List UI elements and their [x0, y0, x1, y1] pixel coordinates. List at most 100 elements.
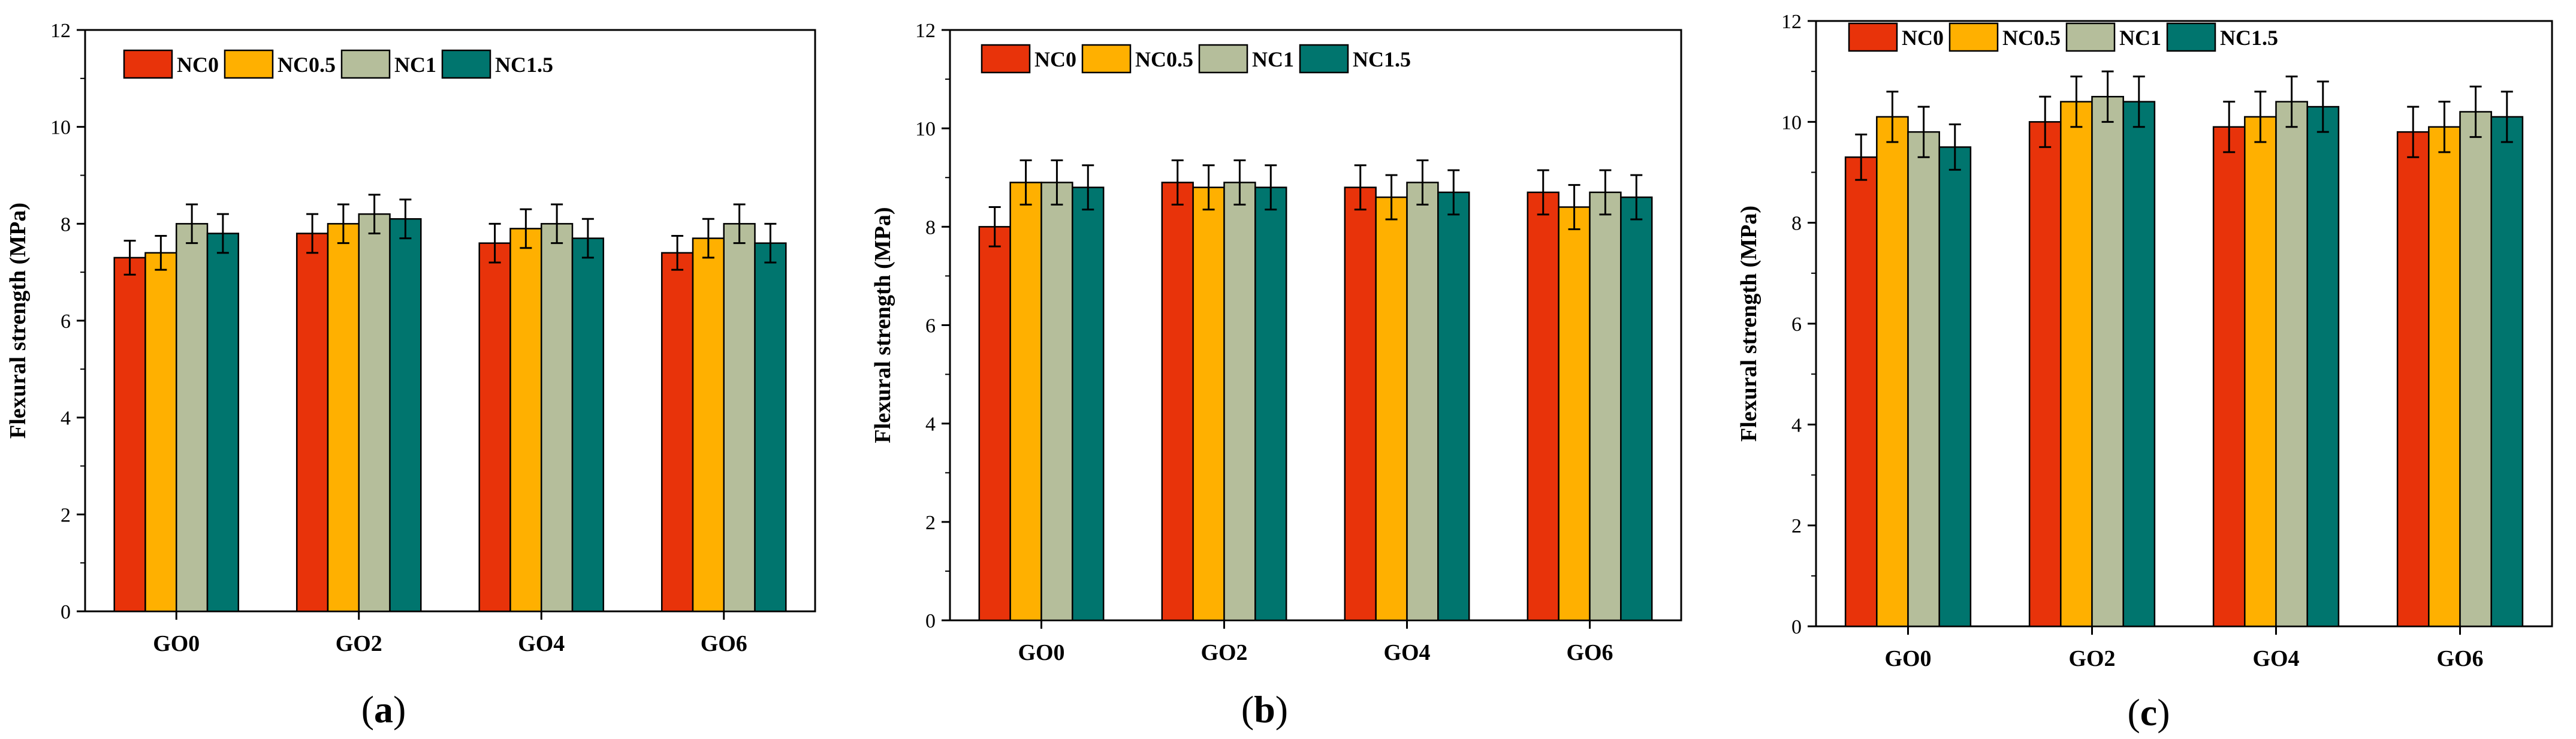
y-axis-label: Flexural strength (MPa) — [870, 207, 895, 444]
legend-label: NC1 — [394, 53, 436, 77]
x-tick-label: GO4 — [1383, 640, 1430, 665]
bar — [1009, 182, 1042, 622]
legend-label: NC0 — [1034, 47, 1076, 71]
panel-label: (c) — [2127, 691, 2170, 734]
bar — [1844, 156, 1878, 628]
bar — [206, 233, 240, 613]
bar — [1223, 182, 1256, 622]
bar — [2212, 126, 2246, 628]
legend-swatch — [1198, 44, 1248, 74]
bar — [692, 237, 725, 613]
y-tick-label: 2 — [1791, 515, 1802, 538]
legend-label: NC1 — [1252, 47, 1294, 71]
chart-panel-a: 0 2 4 6 8 10 12 Flexural strength (MPa) GO0 GO2 GO… — [5, 20, 816, 731]
bar — [1938, 146, 1972, 628]
y-tick-label: 8 — [61, 213, 71, 236]
bar — [2091, 96, 2124, 628]
bar — [389, 218, 422, 613]
x-tick-label: GO0 — [153, 631, 200, 656]
legend-swatch — [224, 49, 274, 79]
y-tick-label: 6 — [1791, 313, 1802, 336]
bar — [2028, 121, 2062, 628]
y-tick-label: 0 — [925, 610, 936, 632]
y-tick-label: 2 — [61, 504, 71, 526]
y-tick-label: 8 — [925, 216, 936, 239]
bar — [1072, 186, 1105, 622]
legend-swatch — [340, 49, 391, 79]
legend-swatch — [1299, 44, 1349, 74]
y-tick-label: 2 — [925, 512, 936, 534]
bar — [1589, 191, 1622, 622]
bar — [1907, 131, 1940, 628]
bar — [1620, 196, 1653, 622]
bar — [571, 237, 605, 613]
y-tick-label: 0 — [1791, 616, 1802, 638]
x-tick-label: GO2 — [1200, 640, 1247, 665]
bar — [113, 257, 146, 613]
legend-swatch — [2065, 22, 2116, 52]
legend-label: NC0 — [177, 53, 219, 77]
y-tick-label: 10 — [915, 118, 936, 140]
x-tick-label: GO4 — [2252, 646, 2299, 671]
legend-label: NC0 — [1902, 26, 1944, 50]
bar — [541, 223, 574, 613]
bar — [358, 213, 391, 613]
legend-swatch — [2166, 22, 2216, 52]
y-tick-label: 10 — [1781, 111, 1802, 134]
x-tick-label: GO6 — [2436, 646, 2483, 671]
bar — [1192, 186, 1225, 622]
y-tick-label: 8 — [1791, 213, 1802, 235]
y-tick-label: 6 — [61, 310, 71, 333]
bar — [660, 252, 694, 613]
x-tick-label: GO0 — [1018, 640, 1064, 665]
panel-label: (a) — [361, 688, 406, 731]
y-tick-label: 4 — [925, 414, 936, 436]
bar — [2122, 101, 2156, 628]
bar — [1876, 116, 1909, 628]
bar — [144, 252, 177, 613]
bar — [1527, 191, 1560, 622]
legend-label: NC1.5 — [495, 53, 553, 77]
bar — [478, 242, 511, 613]
x-tick-label: GO0 — [1884, 646, 1931, 671]
y-tick-label: 12 — [1781, 11, 1802, 33]
y-axis-label: Flexural strength (MPa) — [5, 203, 31, 439]
bar — [1375, 196, 1408, 622]
legend-label: NC1 — [2119, 26, 2161, 50]
x-tick-label: GO6 — [701, 631, 747, 656]
bar — [176, 223, 209, 613]
y-tick-label: 4 — [1791, 414, 1802, 436]
bar — [2275, 101, 2308, 628]
legend-label: NC0.5 — [1135, 47, 1193, 71]
bar — [1254, 186, 1287, 622]
bar — [327, 223, 360, 613]
chart-panel-c: 0 2 4 6 8 10 12 Flexural strength (MPa) GO0 GO2 GO… — [1736, 11, 2553, 734]
legend-label: NC0.5 — [277, 53, 336, 77]
y-tick-label: 10 — [50, 117, 71, 139]
x-tick-label: GO4 — [518, 631, 565, 656]
legend-swatch — [1081, 44, 1132, 74]
legend-label: NC0.5 — [2002, 26, 2061, 50]
chart-panel-b: 0 2 4 6 8 10 12 Flexural strength (MPa) GO0 GO2 GO… — [870, 20, 1682, 731]
y-axis-label: Flexural strength (MPa) — [1736, 206, 1761, 442]
bar — [1558, 206, 1591, 622]
legend-swatch — [441, 49, 491, 79]
bar — [723, 223, 756, 613]
y-tick-label: 4 — [61, 408, 71, 430]
bar — [978, 226, 1011, 622]
bar — [509, 228, 542, 613]
x-tick-label: GO2 — [336, 631, 382, 656]
x-tick-label: GO2 — [2068, 646, 2115, 671]
bar — [2490, 116, 2524, 628]
bar — [1040, 182, 1073, 622]
x-tick-label: GO6 — [1566, 640, 1613, 665]
legend-swatch — [981, 44, 1031, 74]
legend-swatch — [1848, 22, 1898, 52]
bar — [1344, 186, 1377, 622]
legend-label: NC1.5 — [2220, 26, 2278, 50]
bar — [2459, 111, 2492, 628]
bar — [1437, 191, 1470, 622]
legend-swatch — [1948, 22, 1999, 52]
y-tick-label: 6 — [925, 315, 936, 337]
